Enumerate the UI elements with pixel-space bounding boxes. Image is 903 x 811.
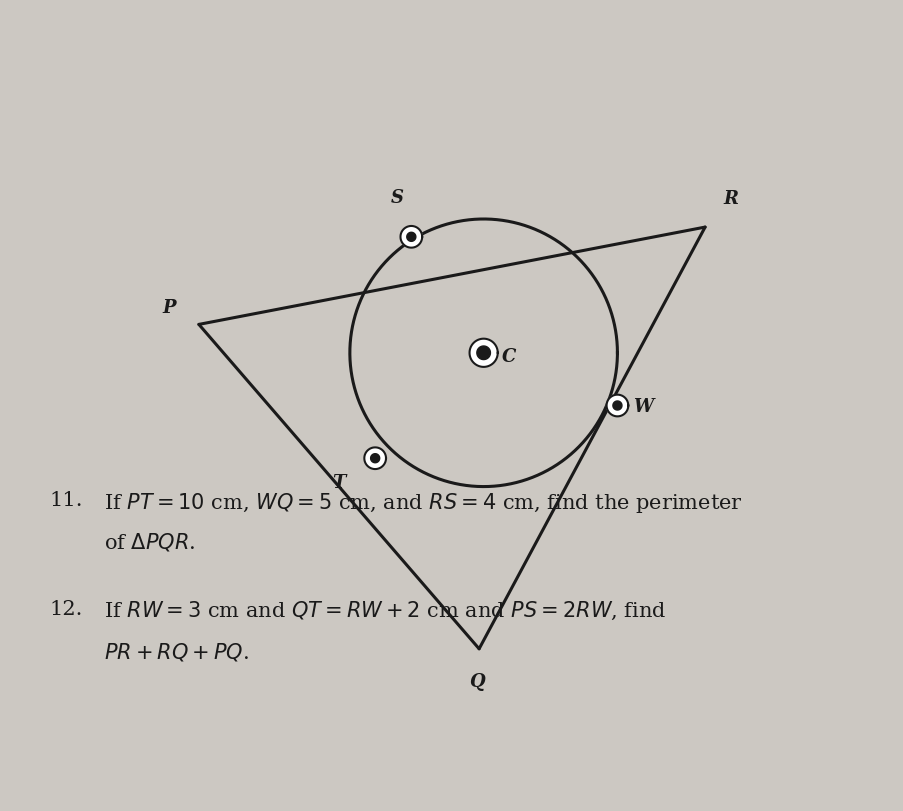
Text: W: W <box>632 398 652 416</box>
Text: If $PT = 10$ cm, $WQ = 5$ cm, and $RS = 4$ cm, find the perimeter: If $PT = 10$ cm, $WQ = 5$ cm, and $RS = … <box>104 491 742 515</box>
Polygon shape <box>364 448 386 469</box>
Polygon shape <box>370 453 379 463</box>
Polygon shape <box>469 339 498 367</box>
Text: S: S <box>391 189 404 207</box>
Text: T: T <box>331 474 345 492</box>
Polygon shape <box>606 395 628 416</box>
Text: 12.: 12. <box>50 600 83 619</box>
Text: P: P <box>163 299 176 317</box>
Text: C: C <box>501 348 516 366</box>
Polygon shape <box>400 226 422 247</box>
Text: If $RW = 3$ cm and $QT = RW + 2$ cm and $PS = 2RW$, find: If $RW = 3$ cm and $QT = RW + 2$ cm and … <box>104 600 666 622</box>
Polygon shape <box>612 401 621 410</box>
Text: of $\Delta PQR$.: of $\Delta PQR$. <box>104 531 195 553</box>
Polygon shape <box>406 232 415 242</box>
Text: Q: Q <box>469 673 485 691</box>
Polygon shape <box>477 346 489 359</box>
Text: R: R <box>722 190 738 208</box>
Text: $PR + RQ + PQ$.: $PR + RQ + PQ$. <box>104 641 248 663</box>
Text: 11.: 11. <box>50 491 83 509</box>
